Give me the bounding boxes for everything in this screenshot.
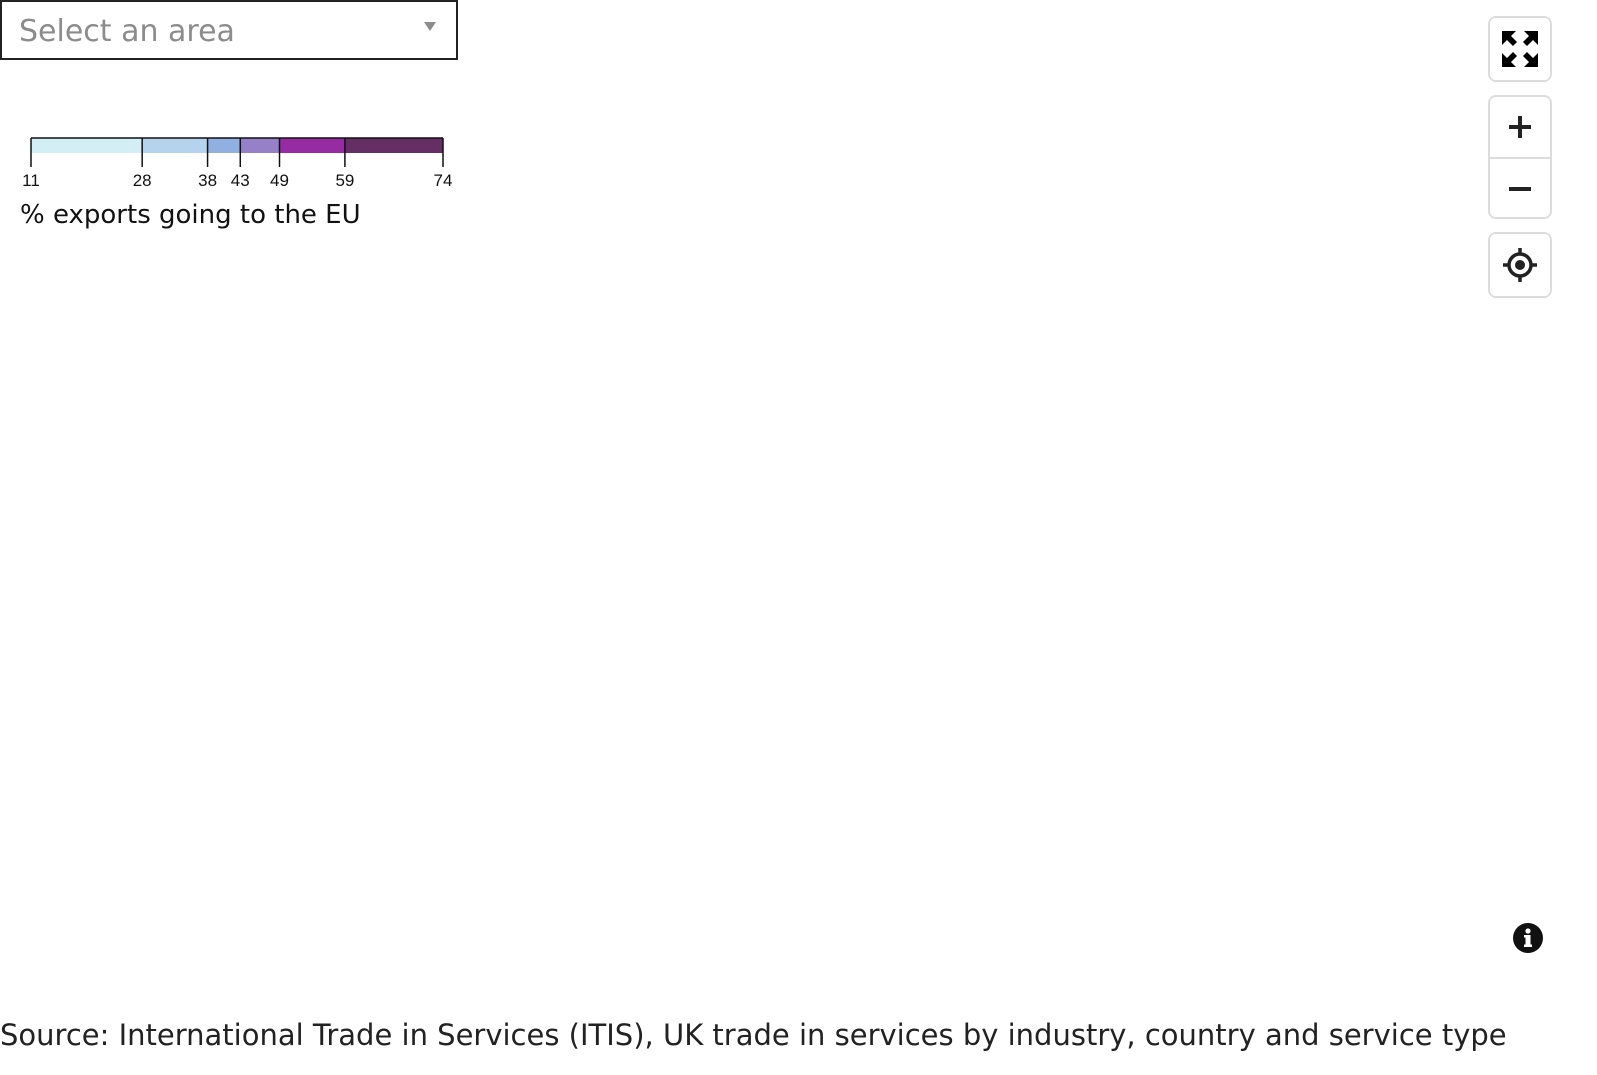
legend-swatch	[31, 138, 143, 153]
info-icon	[1513, 923, 1543, 953]
minus-icon	[1509, 187, 1531, 191]
legend-scale: 11 28 38 43 49 59 74	[22, 137, 453, 190]
legend-swatch	[142, 138, 208, 153]
area-select-placeholder: Select an area	[19, 14, 235, 49]
fullscreen-icon	[1502, 31, 1538, 67]
locate-button[interactable]	[1490, 234, 1550, 296]
legend-tick-label: 74	[434, 171, 453, 190]
crosshair-icon	[1503, 248, 1537, 282]
legend-tick-label: 38	[198, 171, 217, 190]
legend-swatch	[240, 138, 280, 153]
zoom-out-button[interactable]	[1490, 159, 1550, 217]
legend-swatch	[207, 138, 241, 153]
plus-icon	[1509, 116, 1531, 138]
zoom-divider	[1490, 157, 1550, 159]
legend-title: % exports going to the EU	[20, 200, 361, 230]
locate-control	[1488, 232, 1552, 298]
legend-swatch	[279, 138, 345, 153]
fullscreen-control	[1488, 16, 1552, 82]
legend-tick-label: 49	[270, 171, 289, 190]
map-canvas[interactable]	[0, 0, 1597, 1010]
source-caption: Source: International Trade in Services …	[0, 1018, 1507, 1052]
chevron-down-icon	[424, 22, 436, 31]
legend-tick-label: 43	[231, 171, 250, 190]
zoom-control	[1488, 95, 1552, 219]
area-select-dropdown[interactable]: Select an area	[0, 0, 458, 60]
fullscreen-button[interactable]	[1490, 18, 1550, 80]
map-legend: 11 28 38 43 49 59 74 % exports going to the EU	[0, 120, 470, 240]
info-button[interactable]	[1512, 922, 1544, 954]
legend-tick-label: 28	[133, 171, 152, 190]
legend-swatch	[344, 138, 443, 153]
zoom-in-button[interactable]	[1490, 97, 1550, 157]
legend-tick-label: 11	[22, 171, 40, 190]
legend-tick-label: 59	[335, 171, 354, 190]
